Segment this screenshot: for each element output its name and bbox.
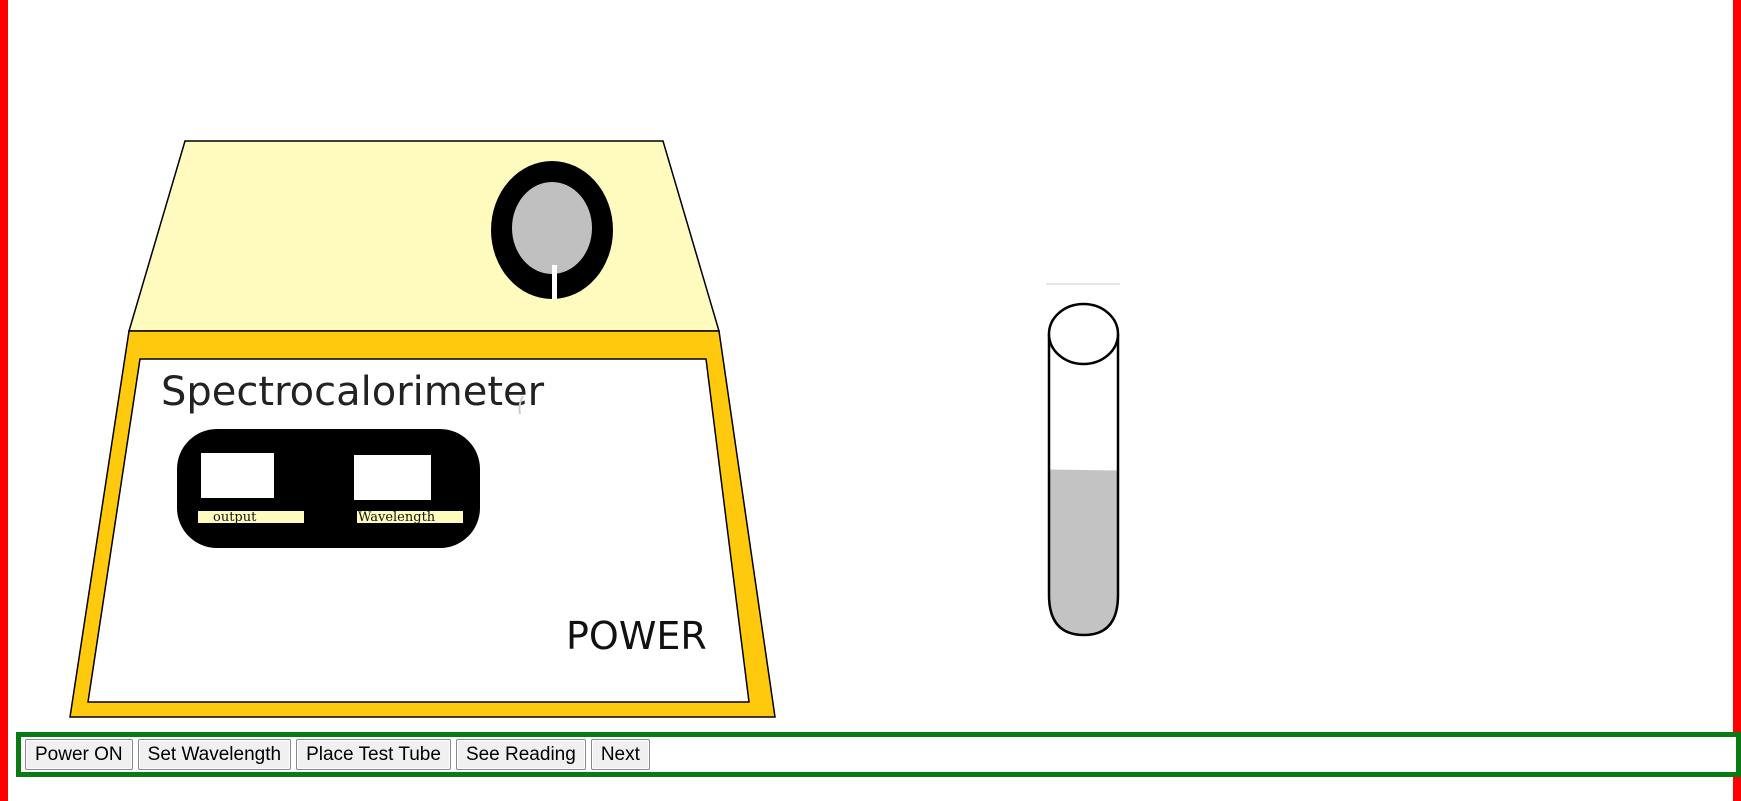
output-label-strip: [198, 511, 304, 523]
knob-notch: [552, 265, 557, 299]
tube-body: [1047, 334, 1120, 637]
device-title: Spectrocalorimeter: [161, 369, 545, 415]
title-stroke-mark: [518, 395, 524, 415]
wavelength-display: [354, 455, 431, 500]
wavelength-knob[interactable]: [491, 161, 613, 299]
test-tube[interactable]: [1046, 283, 1120, 637]
tube-mouth: [1047, 302, 1120, 366]
tube-liquid: [1049, 469, 1118, 635]
set-wavelength-button[interactable]: Set Wavelength: [137, 739, 292, 770]
power-on-button[interactable]: Power ON: [25, 739, 133, 770]
device-top-panel: [127, 140, 721, 332]
see-reading-button[interactable]: See Reading: [455, 739, 586, 770]
lab-scene: Spectrocalorimeter output Wavelength POW…: [69, 140, 1120, 718]
control-toolbar: Power ON Set Wavelength Place Test Tube …: [16, 732, 1741, 777]
knob-center: [512, 182, 592, 274]
output-display: [201, 453, 274, 498]
place-test-tube-button[interactable]: Place Test Tube: [296, 739, 451, 770]
output-label: output: [213, 510, 257, 525]
next-button[interactable]: Next: [590, 739, 650, 770]
wavelength-label-strip: [357, 511, 463, 523]
wavelength-label: Wavelength: [358, 510, 436, 525]
power-label[interactable]: POWER: [566, 614, 707, 658]
